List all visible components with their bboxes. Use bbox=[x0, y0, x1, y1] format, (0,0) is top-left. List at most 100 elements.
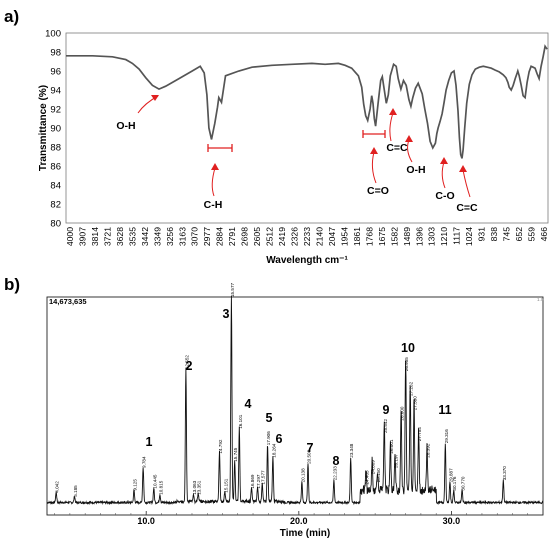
ir-x-tick-label: 3070 bbox=[190, 227, 200, 246]
ir-x-axis-title: Wavelength cm⁻¹ bbox=[266, 255, 348, 266]
gc-retention-time-label: 18.264 bbox=[271, 443, 276, 457]
gc-retention-time-label: 26.001 bbox=[389, 439, 394, 453]
ir-x-tick-label: 2512 bbox=[265, 227, 275, 246]
ir-y-ticks: 80 82 84 86 88 90 92 94 96 98 100 bbox=[45, 29, 61, 230]
ir-x-tick-label: 1675 bbox=[377, 227, 387, 246]
ir-x-tick-label: 1768 bbox=[364, 227, 374, 246]
ir-x-tick-label: 1861 bbox=[352, 227, 362, 246]
gc-retention-time-label: 33.370 bbox=[502, 466, 507, 480]
ir-y-tick-label: 94 bbox=[50, 86, 61, 97]
gc-retention-time-label: 29.887 bbox=[448, 468, 453, 482]
ir-x-tick-label: 3721 bbox=[102, 227, 112, 246]
ir-x-tick-label: 2326 bbox=[290, 227, 300, 246]
ir-x-tick-label: 1954 bbox=[339, 227, 349, 246]
ir-x-tick-label: 2605 bbox=[252, 227, 262, 246]
panel-b-label: b) bbox=[4, 275, 20, 294]
ir-y-tick-label: 100 bbox=[45, 29, 61, 40]
gc-retention-time-label: 15.577 bbox=[230, 283, 235, 297]
ir-x-tick-label: 3256 bbox=[165, 227, 175, 246]
gc-retention-time-label: 25.542 bbox=[383, 419, 388, 433]
gc-retention-time-label: 22.233 bbox=[332, 466, 337, 480]
gc-max-intensity: 14,673,635 bbox=[49, 297, 87, 306]
ir-x-tick-label: 1117 bbox=[452, 227, 462, 245]
gc-peak-label-6: 6 bbox=[276, 432, 283, 446]
ir-x-tick-label: 3163 bbox=[177, 227, 187, 246]
gc-retention-time-label: 16.869 bbox=[250, 474, 255, 488]
ir-y-tick-label: 86 bbox=[50, 162, 61, 173]
gc-retention-time-label: 13.351 bbox=[197, 480, 202, 494]
gc-peak-label-9: 9 bbox=[383, 403, 390, 417]
gc-retention-time-label: 4.042 bbox=[55, 481, 60, 493]
gc-retention-time-label: 20.138 bbox=[300, 468, 305, 482]
gc-retention-time-label: 24.405 bbox=[365, 470, 370, 484]
ir-x-tick-label: 3349 bbox=[152, 227, 162, 246]
gc-retention-time-label: 13.063 bbox=[192, 480, 197, 494]
gc-peak-label-1: 1 bbox=[146, 435, 153, 449]
gc-peak-label-7: 7 bbox=[307, 441, 314, 455]
ir-y-tick-label: 88 bbox=[50, 143, 61, 154]
gc-peak-label-10: 10 bbox=[401, 341, 415, 355]
ir-x-tick-label: 745 bbox=[502, 227, 512, 242]
ir-x-tick-label: 931 bbox=[477, 227, 487, 242]
gc-retention-time-label: 16.101 bbox=[238, 414, 243, 428]
ir-x-tick-label: 1582 bbox=[389, 227, 399, 246]
ir-label-co: C=O bbox=[367, 185, 389, 197]
ir-x-tick-label: 2977 bbox=[202, 227, 212, 246]
ir-x-tick-label: 1489 bbox=[402, 227, 412, 246]
ir-x-tick-label: 1396 bbox=[414, 227, 424, 246]
gc-peak-label-5: 5 bbox=[266, 411, 273, 425]
ir-x-tick-label: 3907 bbox=[77, 227, 87, 246]
ir-x-tick-label: 3628 bbox=[115, 227, 125, 246]
gc-chromatogram: 14,673,635 1.0 10.0 20.0 30.0 4.042 5.185 9.… bbox=[46, 283, 544, 539]
gc-retention-time-label: 27.754 bbox=[417, 427, 422, 441]
ir-x-tick-label: 2140 bbox=[314, 227, 324, 246]
gc-retention-time-label: 15.151 bbox=[223, 478, 228, 492]
gc-retention-time-label: 15.745 bbox=[233, 447, 238, 461]
ir-annotations bbox=[137, 95, 471, 198]
ir-x-tick-label: 2791 bbox=[227, 227, 237, 246]
ir-x-tick-label: 2233 bbox=[302, 227, 312, 246]
gc-x-tick-label: 20.0 bbox=[290, 516, 308, 526]
gc-retention-time-label: 29.316 bbox=[444, 429, 449, 443]
ir-label-oh-1: O-H bbox=[116, 120, 135, 132]
gc-x-tick-label: 30.0 bbox=[443, 516, 461, 526]
gc-retention-time-label: 10.815 bbox=[158, 480, 163, 494]
ir-y-tick-label: 82 bbox=[50, 200, 61, 211]
ir-x-tick-label: 1210 bbox=[439, 227, 449, 246]
gc-retention-time-label: 9.784 bbox=[142, 456, 147, 468]
gc-peak-label-11: 11 bbox=[438, 403, 451, 417]
ir-x-tick-label: 466 bbox=[539, 227, 549, 242]
ir-y-tick-label: 90 bbox=[50, 124, 61, 135]
gc-retention-time-label: 25.150 bbox=[376, 468, 381, 482]
ir-x-ticks: 4000 3907 3814 3721 3628 3535 3442 3349 3256 3163… bbox=[65, 227, 549, 246]
ir-plot-frame bbox=[65, 32, 549, 224]
ir-label-cc-2: C=C bbox=[456, 202, 478, 214]
ir-y-tick-label: 96 bbox=[50, 67, 61, 78]
gc-retention-time-label: 17.906 bbox=[266, 431, 271, 445]
ir-x-tick-label: 2047 bbox=[327, 227, 337, 246]
ir-x-tick-label: 2419 bbox=[277, 227, 287, 246]
gc-retention-time-label: 20.508 bbox=[307, 449, 312, 463]
ir-y-axis-title: Transmittance (%) bbox=[38, 85, 49, 171]
gc-x-axis-title: Time (min) bbox=[280, 528, 330, 539]
gc-peak-label-2: 2 bbox=[186, 359, 193, 373]
gc-retention-time-label: 10.445 bbox=[152, 474, 157, 488]
gc-retention-time-label: 26.197 bbox=[394, 454, 399, 468]
gc-retention-time-label: 28.392 bbox=[426, 443, 431, 457]
gc-peak-label-3: 3 bbox=[223, 307, 230, 321]
panel-a-label: a) bbox=[4, 7, 19, 26]
ir-label-oh-2: O-H bbox=[406, 164, 425, 176]
ir-y-tick-label: 98 bbox=[50, 48, 61, 59]
gc-retention-time-label: 30.770 bbox=[461, 476, 466, 490]
gc-retention-time-label: 9.125 bbox=[133, 479, 138, 491]
gc-peak-label-4: 4 bbox=[245, 397, 252, 411]
gc-peak-label-8: 8 bbox=[333, 454, 340, 468]
ir-x-tick-label: 1024 bbox=[464, 227, 474, 246]
ir-x-tick-label: 652 bbox=[514, 227, 524, 242]
ir-label-cc-1: C=C bbox=[386, 142, 408, 154]
gc-retention-time-label: 23.348 bbox=[349, 443, 354, 457]
gc-retention-time-label: 26.600 bbox=[400, 406, 405, 420]
gc-retention-time-label: 14.792 bbox=[218, 439, 223, 453]
ir-x-tick-label: 4000 bbox=[65, 227, 75, 246]
